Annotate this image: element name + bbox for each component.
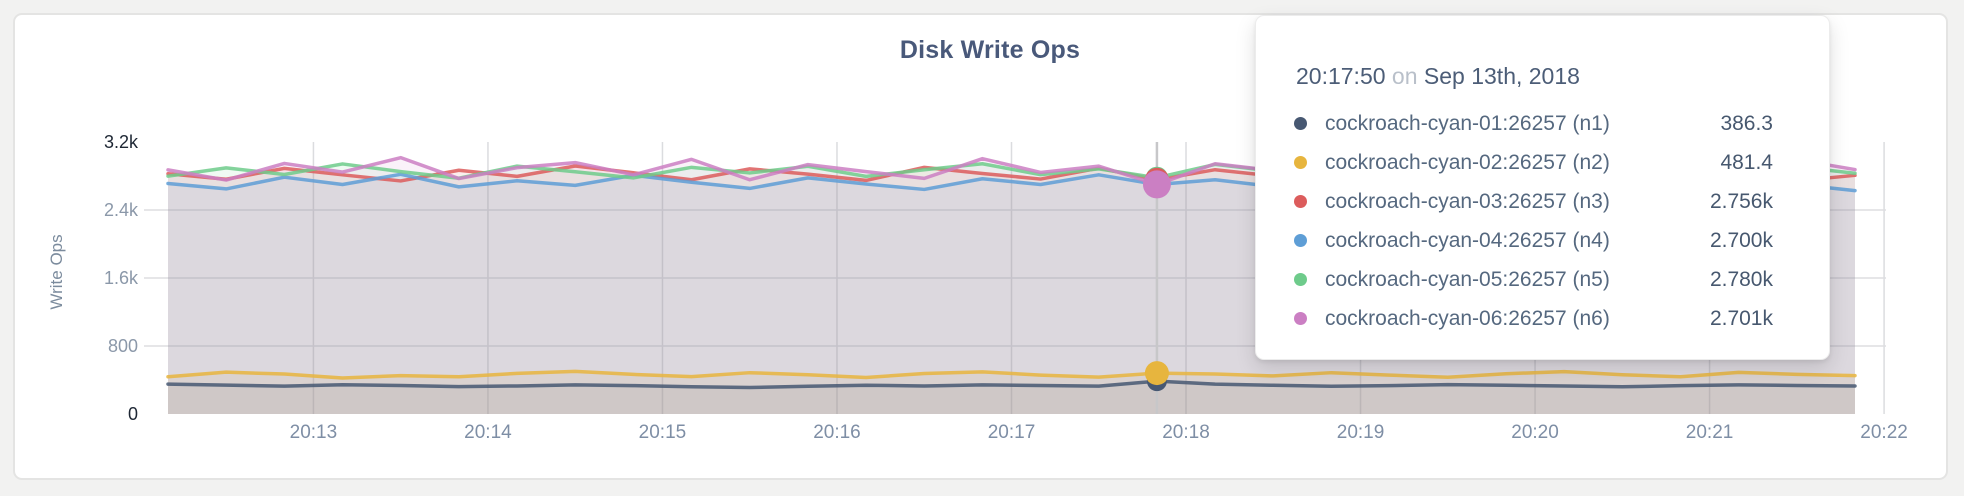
hover-point <box>1142 170 1171 199</box>
tooltip-series-label: cockroach-cyan-02:26257 (n2) <box>1325 150 1610 174</box>
tooltip-series-row: cockroach-cyan-05:26257 (n5) 2.780k <box>1294 260 1773 299</box>
y-tick-label: 0 <box>127 404 138 424</box>
tooltip-series-label: cockroach-cyan-04:26257 (n4) <box>1325 228 1610 252</box>
tooltip-rows: cockroach-cyan-01:26257 (n1) 386.3 cockroa… <box>1294 104 1773 338</box>
series-line <box>166 379 1857 390</box>
x-tick-label: 20:13 <box>289 422 338 443</box>
series-color-dot-icon <box>1294 234 1307 247</box>
series-area <box>168 381 1855 414</box>
x-tick-label: 20:17 <box>987 422 1036 443</box>
series-area <box>168 371 1855 414</box>
x-tick-label: 20:19 <box>1336 422 1385 443</box>
x-tick-label: 20:21 <box>1685 422 1734 443</box>
tooltip-series-row: cockroach-cyan-06:26257 (n6) 2.701k <box>1294 299 1773 338</box>
tooltip-connector: on <box>1391 63 1418 89</box>
hover-point <box>1144 361 1169 386</box>
y-tick-label: 3.2k <box>103 132 138 152</box>
tooltip-series-label: cockroach-cyan-01:26257 (n1) <box>1325 111 1610 135</box>
series-color-dot-icon <box>1294 117 1307 130</box>
tooltip-series-value: 386.3 <box>1720 111 1773 135</box>
series-color-dot-icon <box>1294 195 1307 208</box>
tooltip-series-row: cockroach-cyan-03:26257 (n3) 2.756k <box>1294 182 1773 221</box>
tooltip-series-value: 2.756k <box>1709 189 1773 213</box>
x-tick-label: 20:20 <box>1511 422 1559 443</box>
tooltip-header: 20:17:50 on Sep 13th, 2018 <box>1296 56 1773 96</box>
y-tick-label: 2.4k <box>103 200 138 220</box>
tooltip-series-row: cockroach-cyan-02:26257 (n2) 481.4 <box>1294 143 1773 182</box>
tooltip-series-label: cockroach-cyan-05:26257 (n5) <box>1325 267 1610 291</box>
hover-tooltip: 20:17:50 on Sep 13th, 2018 cockroach-cya… <box>1255 15 1830 360</box>
x-tick-label: 20:18 <box>1162 422 1210 443</box>
tooltip-series-value: 481.4 <box>1720 150 1773 174</box>
series-line <box>166 369 1857 380</box>
series-color-dot-icon <box>1294 156 1307 169</box>
y-tick-label: 800 <box>107 336 138 356</box>
tooltip-date: Sep 13th, 2018 <box>1423 63 1580 89</box>
tooltip-series-value: 2.780k <box>1709 267 1773 291</box>
x-tick-label: 20:16 <box>813 422 861 443</box>
tooltip-series-row: cockroach-cyan-01:26257 (n1) 386.3 <box>1294 104 1773 143</box>
tooltip-series-value: 2.701k <box>1709 306 1773 330</box>
chart-title: Disk Write Ops <box>899 36 1081 64</box>
series-color-dot-icon <box>1294 312 1307 325</box>
tooltip-series-row: cockroach-cyan-04:26257 (n4) 2.700k <box>1294 221 1773 260</box>
tooltip-time: 20:17:50 <box>1296 63 1386 89</box>
x-tick-label: 20:15 <box>638 422 687 443</box>
x-tick-label: 20:14 <box>464 422 512 443</box>
tooltip-series-label: cockroach-cyan-03:26257 (n3) <box>1325 189 1610 213</box>
x-tick-label: 20:22 <box>1860 422 1908 443</box>
tooltip-series-label: cockroach-cyan-06:26257 (n6) <box>1325 306 1610 330</box>
y-tick-label: 1.6k <box>103 268 138 288</box>
tooltip-series-value: 2.700k <box>1709 228 1773 252</box>
series-color-dot-icon <box>1294 273 1307 286</box>
